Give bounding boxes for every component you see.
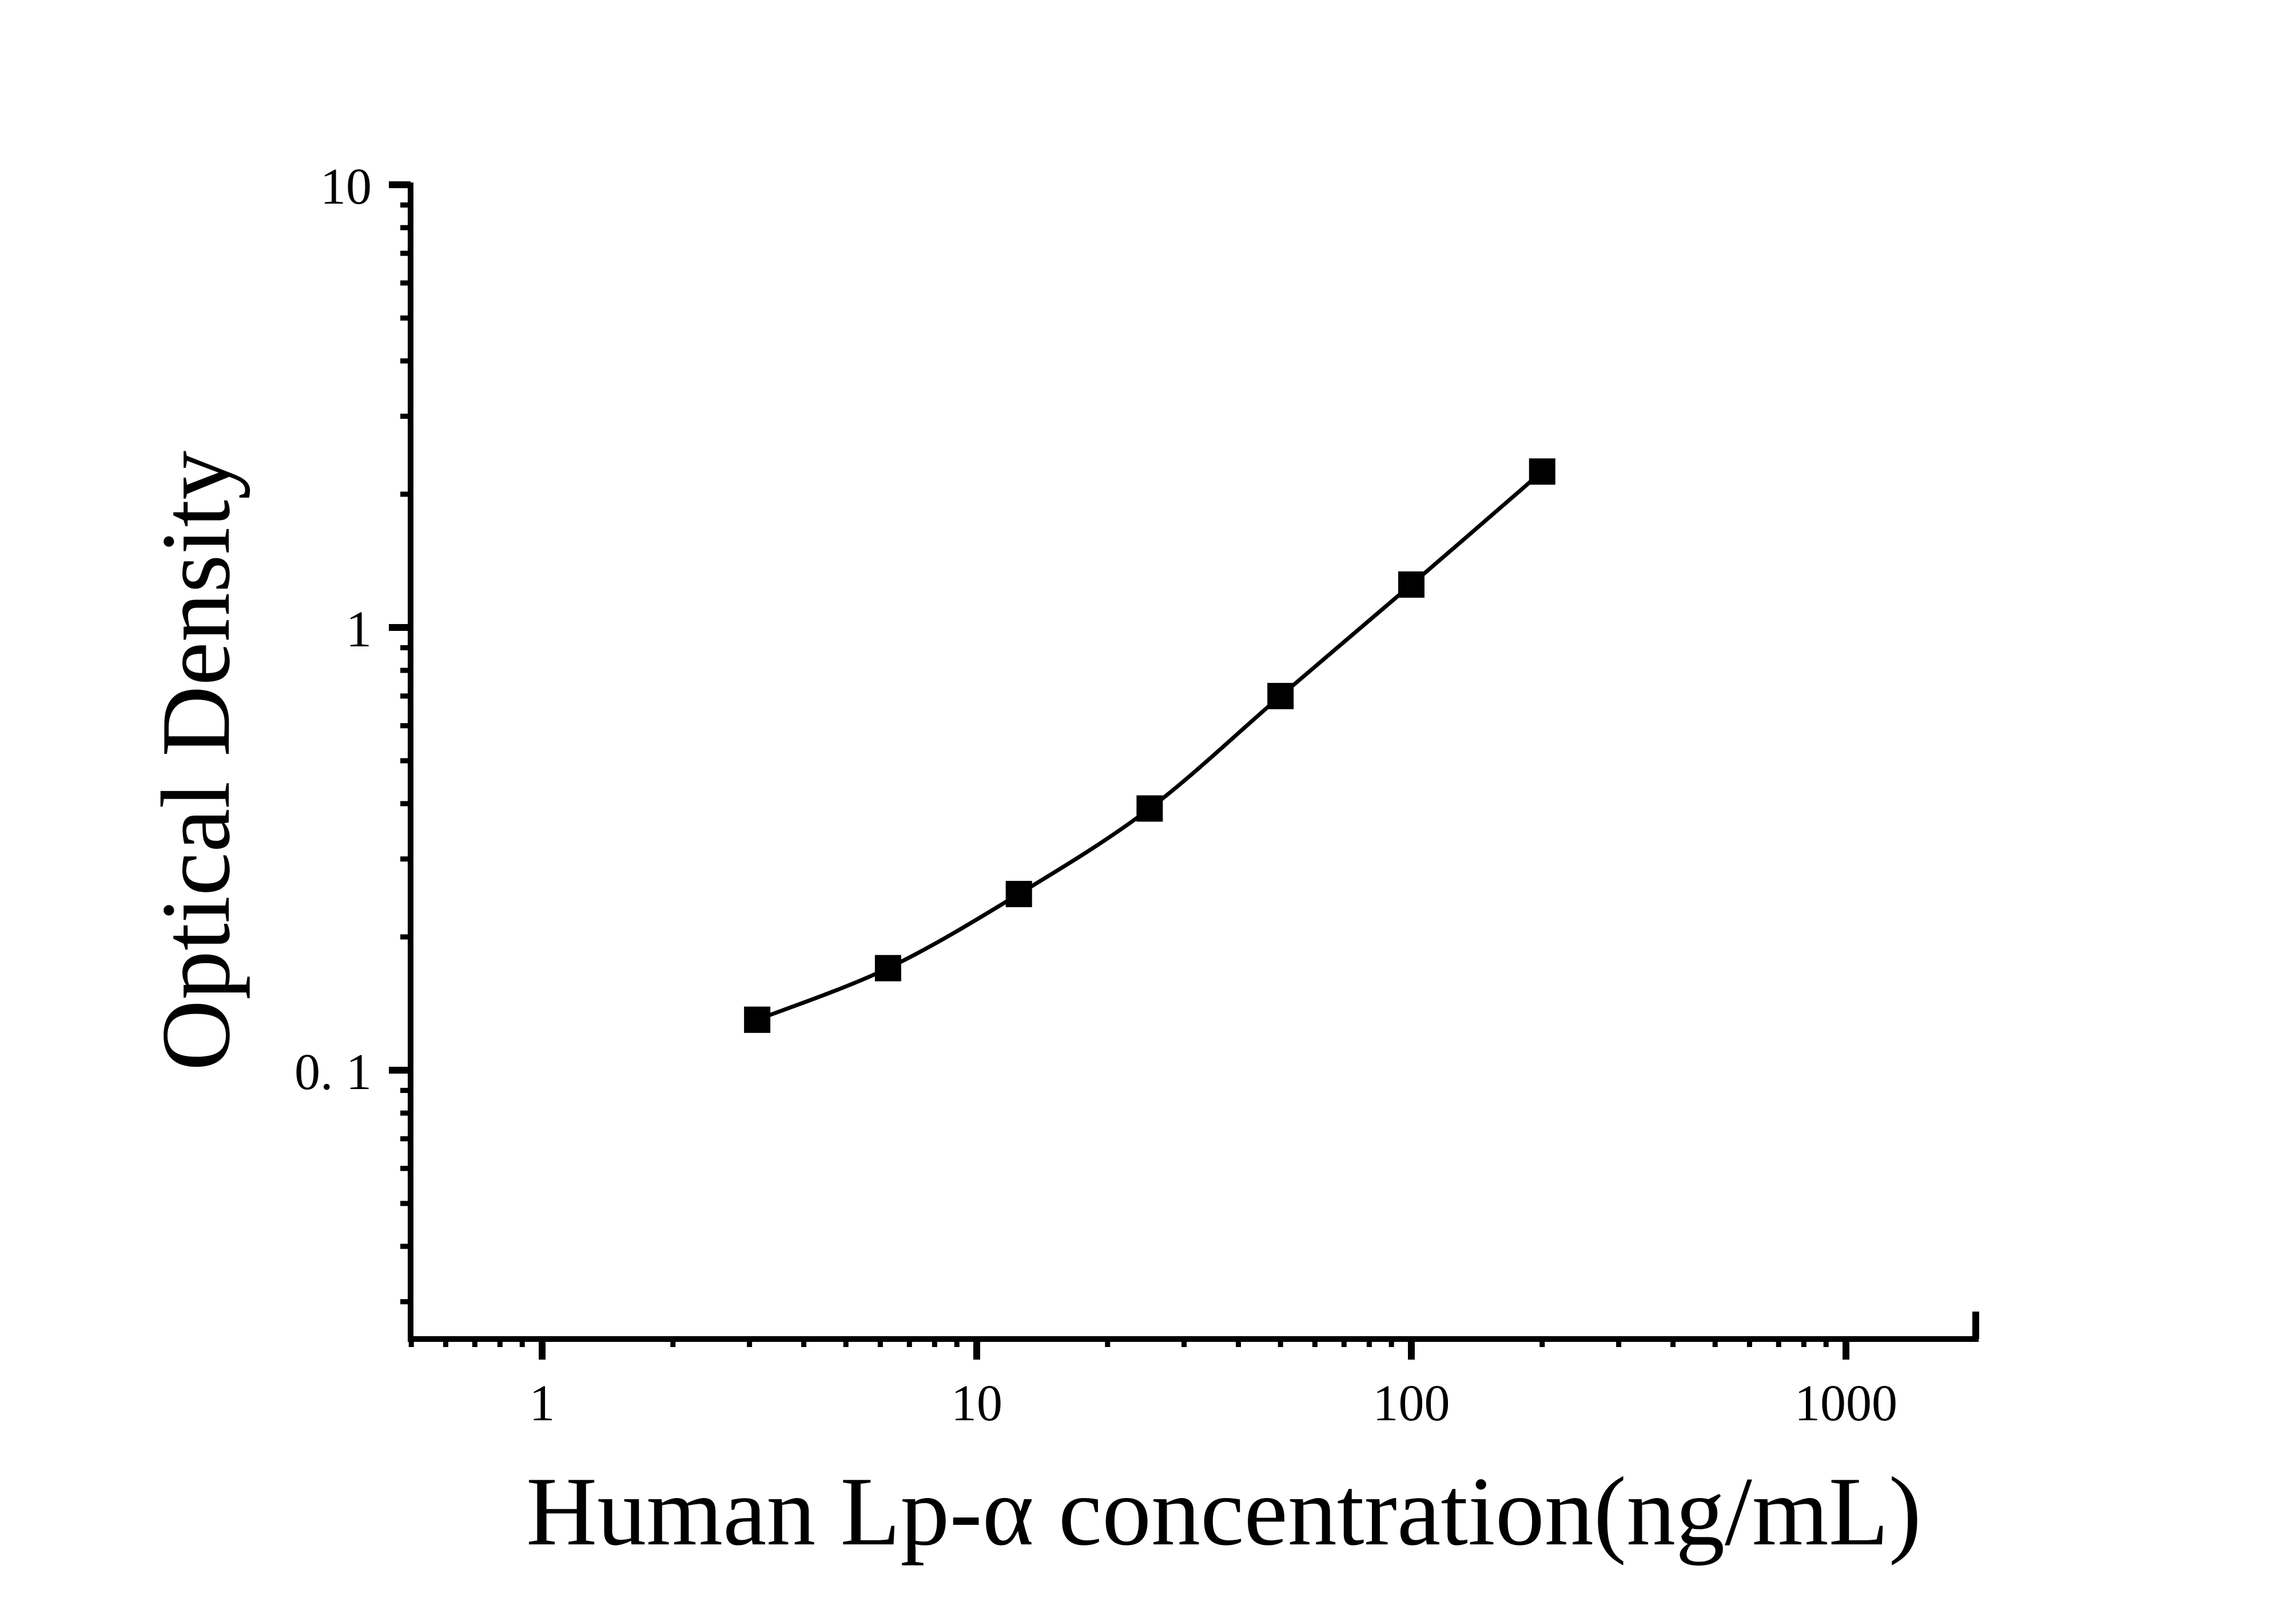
y-tick-label: 0. 1 [295, 1044, 372, 1101]
x-axis-title: Human Lp-α concentration(ng/mL) [526, 1457, 1921, 1566]
data-point-marker [1398, 571, 1424, 598]
data-point-marker [1005, 881, 1032, 907]
y-tick-label: 1 [346, 601, 372, 658]
x-tick-label: 10 [951, 1375, 1002, 1432]
x-tick-label: 1 [530, 1375, 555, 1432]
data-point-marker [1529, 458, 1555, 485]
y-axis-title: Optical Density [142, 451, 250, 1071]
data-point-marker [1136, 795, 1163, 822]
x-tick-label: 1000 [1794, 1375, 1897, 1432]
data-point-marker [874, 955, 901, 982]
data-point-marker [744, 1006, 771, 1033]
data-point-marker [1267, 682, 1294, 709]
y-tick-label: 10 [320, 158, 372, 215]
x-tick-label: 100 [1373, 1375, 1450, 1432]
